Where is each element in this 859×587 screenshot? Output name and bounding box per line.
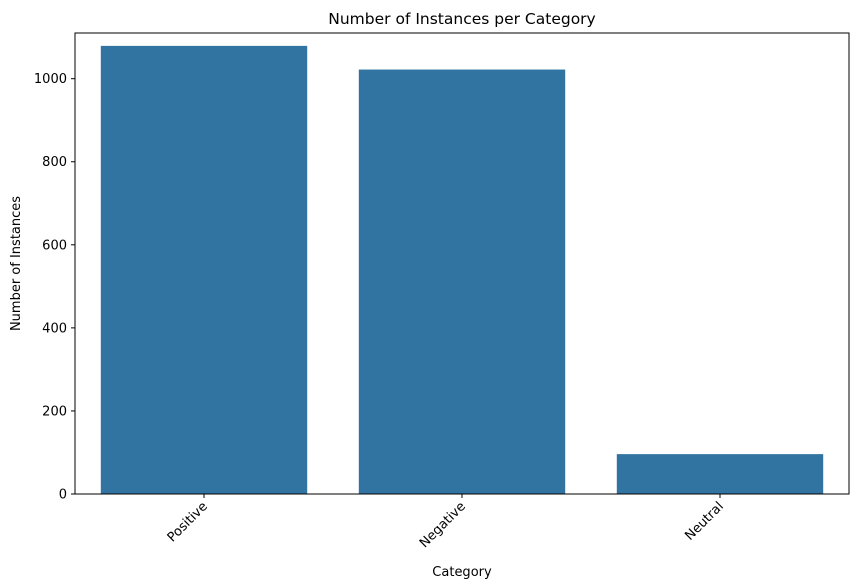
y-tick-label: 600	[42, 238, 67, 253]
x-axis-ticks: Positive Negative Neutral	[165, 494, 727, 551]
bars-group	[100, 45, 824, 495]
y-tick-label: 1000	[34, 72, 67, 87]
bar-positive	[100, 45, 308, 494]
y-tick-label: 0	[59, 488, 67, 503]
x-axis-label: Category	[432, 565, 492, 580]
x-tick-label: Negative	[417, 499, 469, 551]
y-tick-label: 800	[42, 155, 67, 170]
y-axis-label: Number of Instances	[9, 196, 24, 331]
y-tick-label: 400	[42, 321, 67, 336]
bar-neutral	[616, 454, 824, 494]
chart-title: Number of Instances per Category	[328, 10, 595, 28]
x-tick-label: Positive	[165, 499, 211, 545]
y-tick-label: 200	[42, 404, 67, 419]
bar-negative	[358, 69, 566, 495]
y-axis-ticks: 0 200 400 600 800 1000	[34, 72, 75, 503]
plot-area-frame	[74, 32, 850, 495]
x-tick-label: Neutral	[682, 499, 727, 544]
